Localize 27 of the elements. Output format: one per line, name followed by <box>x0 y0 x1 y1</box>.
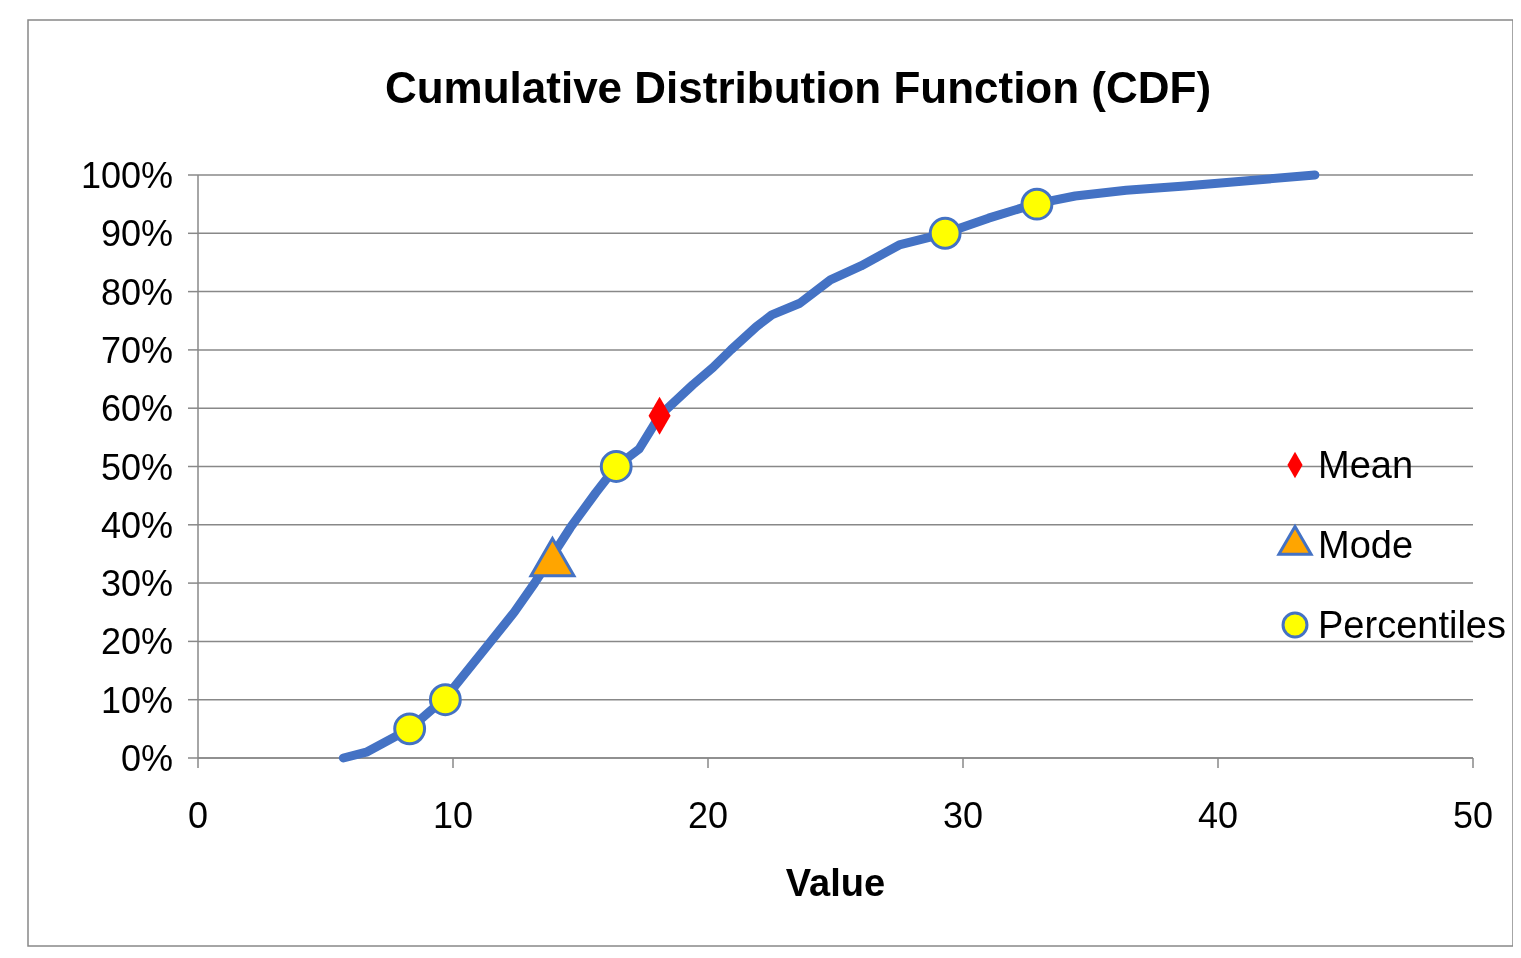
legend-label: Percentiles <box>1318 604 1506 646</box>
legend-label: Mean <box>1318 444 1414 486</box>
x-tick-label: 0 <box>187 795 209 836</box>
y-tick-label: 40% <box>100 504 173 546</box>
y-tick-label: 90% <box>100 213 173 255</box>
y-tick-label: 70% <box>100 329 173 371</box>
point <box>1020 187 1054 221</box>
point <box>599 450 633 483</box>
y-tick-label: 50% <box>100 446 173 488</box>
y-tick-label: 60% <box>100 388 173 430</box>
chart-title: Cumulative Distribution Function (CDF) <box>384 63 1212 112</box>
y-tick-label: 30% <box>100 563 173 605</box>
point <box>428 683 462 717</box>
y-tick-label: 10% <box>100 679 173 721</box>
legend-label: Mode <box>1318 524 1414 566</box>
x-tick-label: 10 <box>432 795 474 836</box>
x-axis-title: Value <box>785 862 886 904</box>
point <box>393 712 427 746</box>
x-tick-label: 20 <box>687 795 729 836</box>
x-tick-label: 30 <box>942 795 984 836</box>
y-tick-label: 100% <box>80 155 173 196</box>
x-tick-label: 50 <box>1452 795 1494 836</box>
point <box>928 216 962 250</box>
y-tick-label: 0% <box>120 738 173 779</box>
x-tick-label: 40 <box>1197 795 1239 836</box>
y-tick-label: 20% <box>100 621 173 663</box>
y-tick-label: 80% <box>100 271 173 313</box>
